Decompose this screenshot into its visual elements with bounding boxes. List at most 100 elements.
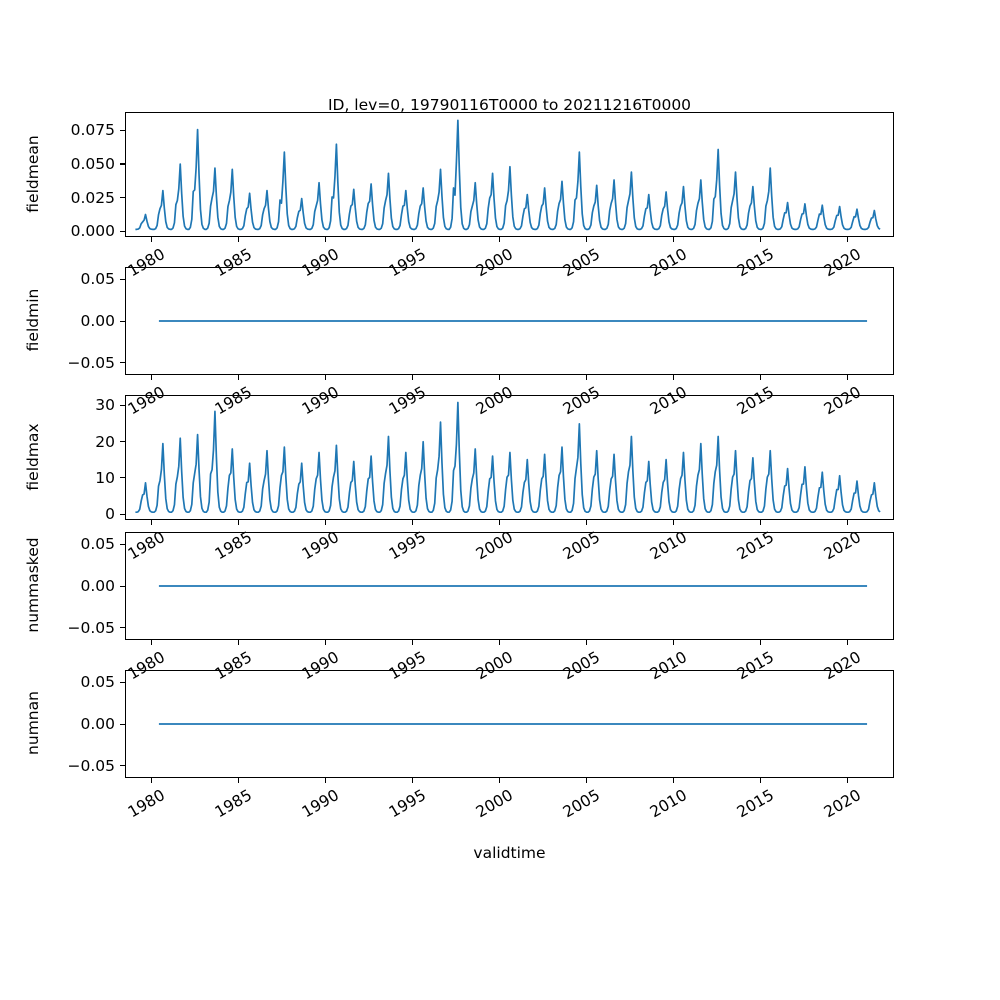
xtick-mark-fieldmin-7 [759, 375, 761, 380]
ytick-mark-fieldmin-0 [120, 362, 125, 364]
ytick-mark-fieldmean-1 [120, 197, 125, 199]
ytick-mark-nummasked-1 [120, 585, 125, 587]
xtick-mark-fieldmax-4 [498, 520, 500, 525]
xtick-mark-fieldmean-2 [324, 237, 326, 242]
xtick-mark-nummasked-6 [672, 640, 674, 645]
subplot-fieldmean [125, 112, 894, 237]
ytick-label-fieldmean-2: 0.050 [70, 154, 115, 173]
ytick-mark-fieldmean-3 [120, 129, 125, 131]
xtick-mark-numnan-6 [672, 778, 674, 783]
ytick-label-nummasked-2: 0.05 [80, 535, 115, 554]
xtick-mark-fieldmin-6 [672, 375, 674, 380]
ytick-mark-nummasked-2 [120, 543, 125, 546]
xtick-mark-numnan-8 [846, 778, 848, 783]
xtick-mark-numnan-1 [237, 778, 239, 783]
xtick-mark-nummasked-5 [585, 640, 587, 645]
xtick-mark-fieldmin-4 [498, 375, 500, 380]
data-line-fieldmax [135, 401, 881, 514]
plot-area-fieldmax [126, 396, 893, 519]
ytick-label-numnan-2: 0.05 [80, 673, 115, 692]
xtick-mark-nummasked-0 [150, 640, 152, 645]
xtick-mark-fieldmin-0 [150, 375, 152, 380]
xtick-mark-fieldmean-8 [846, 237, 848, 242]
ytick-mark-fieldmax-2 [120, 441, 125, 443]
ytick-label-fieldmean-3: 0.075 [70, 121, 115, 140]
ytick-label-fieldmax-2: 20 [95, 432, 115, 451]
ytick-mark-fieldmean-0 [120, 230, 125, 232]
xtick-mark-fieldmin-2 [324, 375, 326, 380]
xtick-label-numnan-0: 1980 [124, 786, 169, 822]
ytick-label-fieldmean-0: 0.000 [70, 222, 115, 241]
ytick-label-nummasked-1: 0.00 [80, 577, 115, 595]
subplot-numnan [125, 670, 894, 778]
xtick-mark-fieldmin-8 [846, 375, 848, 380]
xtick-label-numnan-2: 1990 [298, 786, 343, 822]
xtick-mark-numnan-7 [759, 778, 761, 783]
ytick-mark-numnan-1 [120, 723, 125, 725]
ytick-label-fieldmax-3: 30 [95, 396, 115, 415]
xtick-mark-numnan-5 [585, 778, 587, 783]
xtick-mark-fieldmin-3 [411, 375, 413, 380]
plot-area-numnan [126, 671, 893, 777]
xtick-label-numnan-6: 2010 [646, 786, 691, 822]
xtick-mark-nummasked-3 [411, 640, 413, 645]
xtick-label-numnan-5: 2005 [559, 786, 604, 822]
ytick-mark-numnan-2 [120, 681, 125, 684]
xtick-mark-fieldmean-7 [759, 237, 761, 242]
ytick-label-fieldmean-1: 0.025 [70, 188, 115, 207]
xtick-mark-fieldmean-3 [411, 237, 413, 242]
xtick-mark-fieldmean-4 [498, 237, 500, 242]
xtick-mark-fieldmax-6 [672, 520, 674, 525]
subplot-fieldmin [125, 267, 894, 375]
xtick-mark-nummasked-4 [498, 640, 500, 645]
ytick-label-fieldmin-2: 0.05 [80, 270, 115, 289]
plot-area-nummasked [126, 533, 893, 639]
xtick-mark-nummasked-7 [759, 640, 761, 645]
subplot-fieldmax [125, 395, 894, 520]
xtick-mark-fieldmax-3 [411, 520, 413, 525]
subplot-nummasked [125, 532, 894, 640]
ylabel-fieldmean: fieldmean [24, 134, 42, 213]
ytick-mark-numnan-0 [120, 765, 125, 767]
xtick-mark-fieldmax-0 [150, 520, 152, 525]
ytick-mark-fieldmax-0 [120, 513, 125, 515]
xtick-mark-nummasked-1 [237, 640, 239, 645]
xtick-mark-fieldmax-8 [846, 520, 848, 525]
ytick-mark-fieldmax-1 [120, 477, 125, 479]
ytick-mark-fieldmean-2 [120, 163, 125, 165]
ylabel-fieldmin: fieldmin [24, 288, 42, 352]
figure-title: ID, lev=0, 19790116T0000 to 20211216T000… [327, 96, 692, 114]
xtick-mark-nummasked-2 [324, 640, 326, 645]
xtick-label-numnan-7: 2015 [733, 786, 778, 822]
data-line-fieldmean [135, 119, 881, 231]
xtick-mark-fieldmean-0 [150, 237, 152, 242]
ytick-mark-fieldmin-1 [120, 320, 125, 322]
xtick-mark-numnan-0 [150, 778, 152, 783]
ytick-mark-fieldmax-3 [120, 404, 125, 406]
ytick-mark-fieldmin-2 [120, 278, 125, 281]
xtick-mark-numnan-2 [324, 778, 326, 783]
xtick-mark-fieldmin-5 [585, 375, 587, 380]
ylabel-numnan: numnan [24, 691, 42, 755]
ylabel-fieldmax: fieldmax [24, 422, 42, 491]
xtick-mark-fieldmax-5 [585, 520, 587, 525]
ytick-label-fieldmax-1: 10 [95, 468, 115, 487]
xtick-mark-fieldmean-6 [672, 237, 674, 242]
ytick-label-nummasked-0: −0.05 [67, 618, 116, 637]
ytick-label-fieldmax-0: 0 [105, 505, 115, 524]
ytick-mark-nummasked-0 [120, 627, 125, 629]
xtick-mark-fieldmean-1 [237, 237, 239, 242]
xtick-mark-fieldmax-1 [237, 520, 239, 525]
ytick-label-fieldmin-1: 0.00 [80, 312, 115, 330]
xtick-mark-numnan-3 [411, 778, 413, 783]
xtick-mark-nummasked-8 [846, 640, 848, 645]
ylabel-nummasked: nummasked [24, 537, 42, 633]
xtick-label-numnan-8: 2020 [820, 786, 865, 822]
ytick-label-fieldmin-0: −0.05 [67, 353, 116, 372]
plot-area-fieldmin [126, 268, 893, 374]
xtick-label-numnan-4: 2000 [472, 786, 517, 822]
xaxis-label: validtime [473, 844, 546, 862]
xtick-mark-fieldmax-7 [759, 520, 761, 525]
ytick-label-numnan-1: 0.00 [80, 715, 115, 733]
